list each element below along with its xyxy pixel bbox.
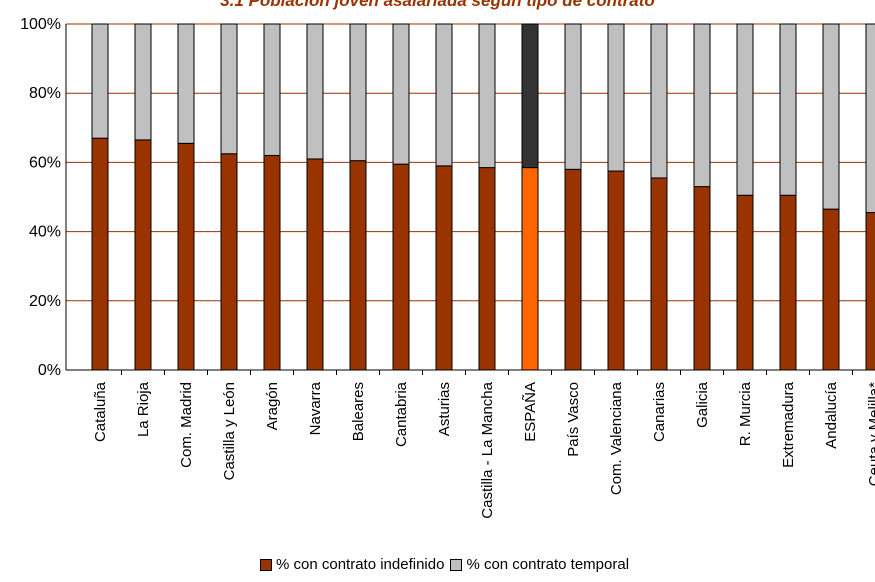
- bar-indefinido: [177, 142, 195, 371]
- bar-indefinido: [607, 170, 625, 371]
- y-tick-label: 60%: [29, 154, 61, 171]
- x-tick-label: Baleares: [350, 382, 367, 441]
- x-tick-label: Navarra: [307, 381, 324, 435]
- bar-indefinido: [478, 167, 496, 371]
- y-tick-label: 0%: [38, 362, 61, 379]
- x-tick-label: Com. Madrid: [178, 382, 195, 468]
- x-tick-label: Extremadura: [780, 381, 797, 468]
- bar-temporal: [306, 23, 324, 160]
- bar-temporal: [650, 23, 668, 179]
- x-tick-label: País Vasco: [565, 382, 582, 457]
- x-tick-label: Cantabria: [393, 381, 410, 447]
- x-tick-label: Ceuta y Melilla*: [866, 382, 875, 486]
- x-tick-label: Asturias: [436, 382, 453, 436]
- bar-indefinido: [650, 177, 668, 371]
- x-tick-label: ESPAÑA: [522, 382, 539, 442]
- x-tick-label: Andalucía: [823, 381, 840, 448]
- legend-swatch-indefinido: [260, 558, 272, 571]
- bar-indefinido: [521, 167, 539, 371]
- x-tick-label: Aragón: [264, 382, 281, 430]
- x-tick-label: R. Murcia: [737, 381, 754, 446]
- bar-indefinido: [263, 154, 281, 371]
- bar-indefinido: [736, 194, 754, 371]
- x-tick-label: Com. Valenciana: [608, 381, 625, 495]
- x-tick-label: Cataluña: [92, 381, 109, 442]
- y-tick-label: 80%: [29, 85, 61, 102]
- bar-indefinido: [220, 153, 238, 371]
- bar-temporal: [263, 23, 281, 156]
- bar-temporal: [693, 23, 711, 188]
- bar-temporal: [779, 23, 797, 196]
- legend-swatch-temporal: [450, 558, 463, 571]
- bar-indefinido: [822, 208, 840, 371]
- bar-temporal: [392, 23, 410, 165]
- bar-indefinido: [134, 139, 152, 371]
- bar-temporal: [220, 23, 238, 155]
- legend: % con contrato indefinido % con contrato…: [260, 556, 635, 573]
- legend-label-indefinido: % con contrato indefinido: [276, 556, 445, 573]
- legend-item-indefinido: % con contrato indefinido: [260, 556, 444, 573]
- bar-temporal: [478, 23, 496, 169]
- bar-temporal: [736, 23, 754, 196]
- bar-indefinido: [392, 163, 410, 371]
- bar-temporal: [607, 23, 625, 172]
- x-tick-label: Castilla - La Mancha: [479, 381, 496, 518]
- y-tick-label: 40%: [29, 224, 61, 241]
- y-tick-label: 100%: [20, 16, 61, 33]
- bar-indefinido: [435, 165, 453, 371]
- chart-title: 3.1 Población joven asalariada según tip…: [220, 0, 655, 10]
- bar-temporal: [865, 23, 875, 214]
- x-tick-label: Galicia: [694, 381, 711, 428]
- bar-temporal: [91, 23, 109, 139]
- bar-temporal: [822, 23, 840, 210]
- bar-indefinido: [306, 158, 324, 371]
- bar-temporal: [564, 23, 582, 170]
- x-tick-label: La Rioja: [135, 381, 152, 437]
- bar-temporal: [435, 23, 453, 167]
- bar-indefinido: [91, 137, 109, 371]
- bar-indefinido: [693, 186, 711, 371]
- legend-item-temporal: % con contrato temporal: [450, 556, 629, 573]
- x-tick-label: Castilla y León: [221, 382, 238, 480]
- bar-indefinido: [779, 194, 797, 371]
- legend-label-temporal: % con contrato temporal: [466, 556, 630, 573]
- bar-temporal: [177, 23, 195, 144]
- bar-temporal: [521, 23, 539, 169]
- bar-indefinido: [865, 212, 875, 371]
- y-tick-label: 20%: [29, 293, 61, 310]
- bar-indefinido: [349, 160, 367, 371]
- bar-temporal: [349, 23, 367, 162]
- bar-indefinido: [564, 168, 582, 371]
- bar-temporal: [134, 23, 152, 141]
- x-tick-label: Canarias: [651, 382, 668, 442]
